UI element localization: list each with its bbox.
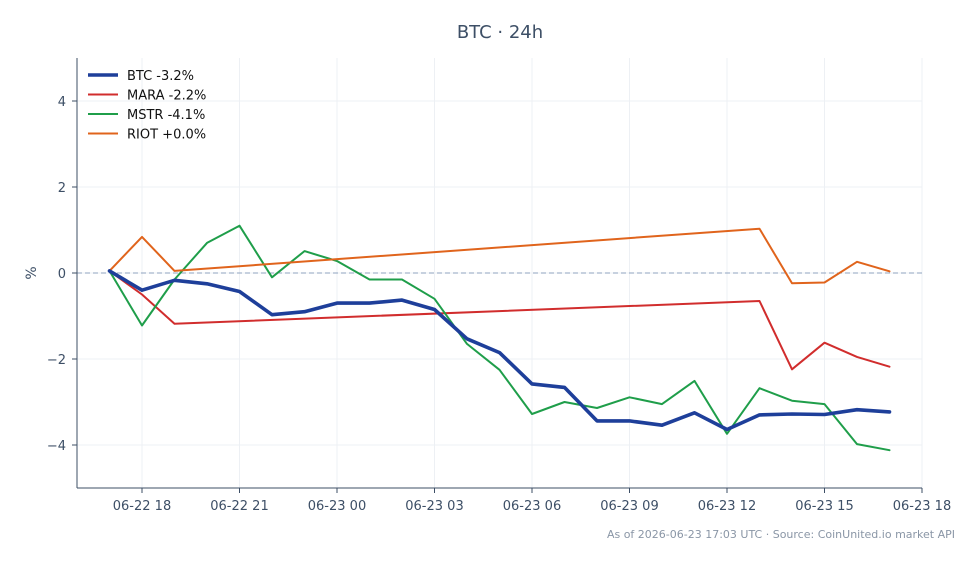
series-line-riot bbox=[108, 227, 891, 285]
y-tick-label: −2 bbox=[47, 353, 66, 368]
y-tick-label: 0 bbox=[58, 267, 66, 282]
series-line-btc bbox=[107, 269, 892, 432]
x-tick-label: 06-23 00 bbox=[308, 499, 366, 514]
legend-label-btc: BTC -3.2% bbox=[127, 69, 194, 84]
ticks: −4 −2 0 2 4 06-22 18 06-22 21 06-23 00 06-23 03 0… bbox=[47, 95, 951, 514]
y-tick-label: 4 bbox=[58, 95, 66, 110]
legend-label-mara: MARA -2.2% bbox=[127, 89, 206, 104]
x-tick-label: 06-22 21 bbox=[210, 499, 268, 514]
x-tick-label: 06-22 18 bbox=[113, 499, 171, 514]
chart-title: BTC · 24h bbox=[457, 22, 543, 43]
y-tick-label: −4 bbox=[47, 439, 66, 454]
source-footnote: As of 2026-06-23 17:03 UTC · Source: Coi… bbox=[607, 528, 955, 541]
series-group bbox=[107, 224, 892, 452]
x-tick-label: 06-23 18 bbox=[893, 499, 951, 514]
x-tick-label: 06-23 15 bbox=[795, 499, 853, 514]
x-tick-label: 06-23 06 bbox=[503, 499, 561, 514]
x-tick-label: 06-23 12 bbox=[698, 499, 756, 514]
y-axis-label: % bbox=[24, 266, 40, 279]
x-tick-label: 06-23 03 bbox=[405, 499, 463, 514]
y-tick-label: 2 bbox=[58, 181, 66, 196]
series-line-mstr bbox=[108, 224, 891, 452]
x-tick-label: 06-23 09 bbox=[600, 499, 658, 514]
legend-label-mstr: MSTR -4.1% bbox=[127, 108, 205, 123]
series-line-mara bbox=[108, 269, 891, 371]
legend-label-riot: RIOT +0.0% bbox=[127, 128, 206, 143]
legend: BTC -3.2% MARA -2.2% MSTR -4.1% RIOT +0.0% bbox=[88, 69, 206, 143]
